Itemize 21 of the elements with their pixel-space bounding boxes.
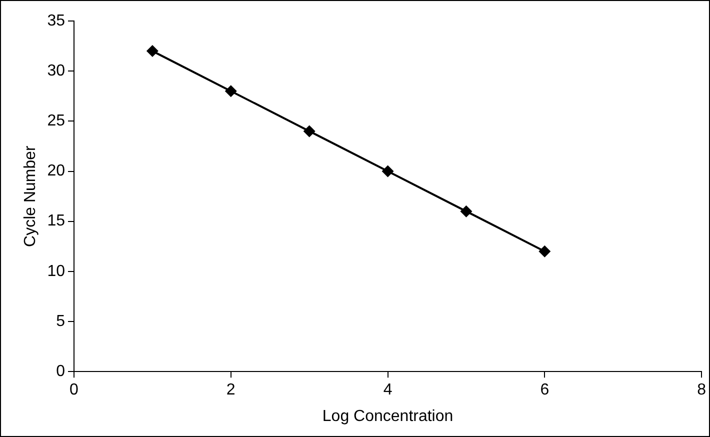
point [382,165,394,178]
point [224,85,237,98]
y-tick-label: 25 [47,112,66,130]
point [460,205,472,218]
y-tick-label: 0 [56,363,66,380]
x-tick-label: 4 [383,382,392,399]
point [303,125,316,138]
x-tick-label: 2 [226,382,236,399]
y-tick-label: 15 [47,212,66,230]
y-tick-label: 20 [47,162,66,180]
y-tick-label: 35 [47,12,66,30]
y-tick-label: 10 [47,262,66,280]
point [146,45,158,58]
x-tick-label: 0 [70,382,79,399]
y-tick-label: 5 [56,312,66,330]
x-tick-label: 6 [540,382,550,399]
y-tick-label: 30 [47,62,66,80]
x-axis-title: Log Concentration [322,408,454,425]
x-tick-label: 8 [697,382,706,399]
y-axis-title: Cycle Number [22,144,40,247]
point [538,245,551,258]
